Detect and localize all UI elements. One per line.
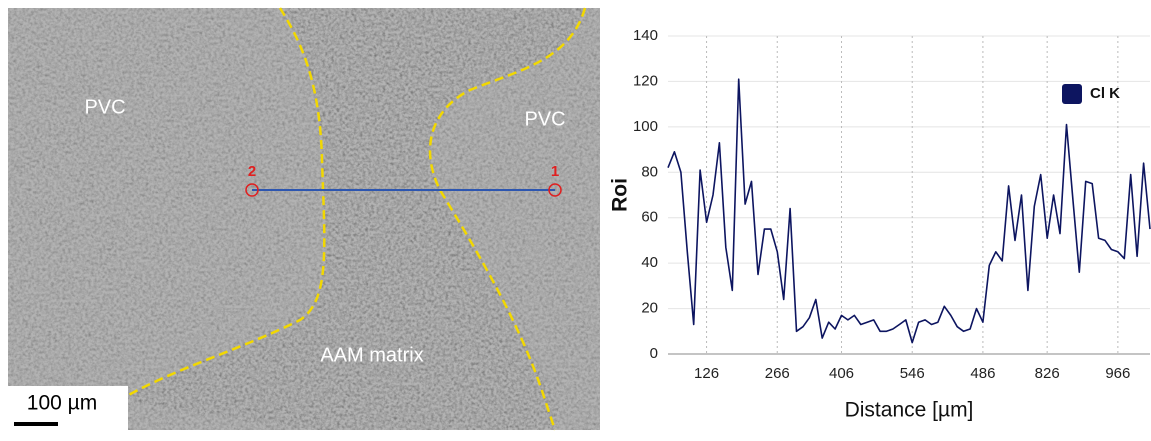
x-tick-label: 406 [829, 365, 854, 382]
y-tick-label: 60 [641, 209, 658, 226]
x-axis-label: Distance [µm] [845, 399, 974, 422]
y-tick-label: 40 [641, 254, 658, 271]
x-tick-label: 266 [765, 365, 790, 382]
point-label: 1 [551, 163, 559, 180]
y-tick-label: 20 [641, 300, 658, 317]
y-tick-label: 100 [633, 118, 658, 135]
y-axis-label: Roi [609, 178, 632, 212]
data-line [667, 78, 1151, 344]
scale-bar-label: 100 µm [27, 392, 97, 415]
x-tick-label: 546 [900, 365, 925, 382]
y-tick-label: 80 [641, 163, 658, 180]
region-label: PVC [524, 108, 565, 130]
sem-image: 2 1 PVC PVC AAM matrix 100 µm [8, 7, 600, 431]
point-marker [548, 183, 562, 197]
region-label: AAM matrix [320, 344, 423, 366]
x-tick-label: 486 [970, 365, 995, 382]
x-tick-label: 826 [1035, 365, 1060, 382]
boundary-right [428, 7, 587, 431]
y-tick-label: 120 [633, 72, 658, 89]
legend-label: Cl K [1090, 85, 1120, 102]
y-tick-label: 140 [633, 27, 658, 44]
point-label: 2 [248, 163, 256, 180]
chart: 0 20 40 60 80 100 120 140 126 266 406 546 486 826 966 D… [609, 27, 1151, 422]
x-tick-label: 126 [694, 365, 719, 382]
y-tick-label: 0 [650, 345, 658, 362]
image-grain [8, 8, 600, 430]
point-marker [245, 183, 259, 197]
boundary-left [119, 7, 326, 402]
region-label: PVC [84, 96, 125, 118]
x-tick-label: 966 [1105, 365, 1130, 382]
legend-swatch [1062, 84, 1082, 104]
